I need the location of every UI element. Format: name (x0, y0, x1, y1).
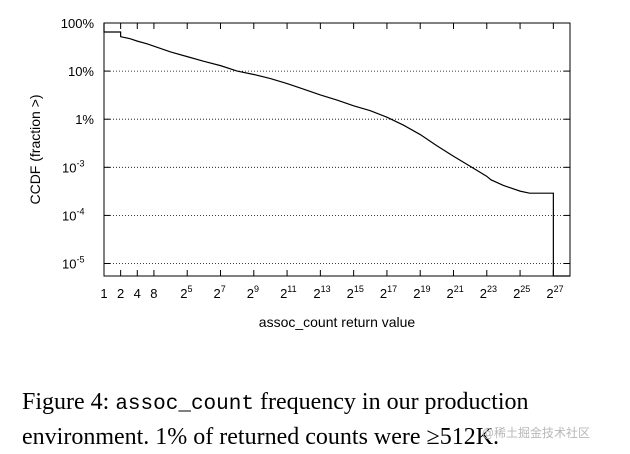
x-tick-base: 2 (180, 286, 187, 301)
ccdf-series-line (103, 23, 570, 277)
x-tick-label: 213 (313, 284, 330, 301)
x-tick-label: 25 (180, 284, 192, 301)
y-axis-label: CCDF (fraction >) (27, 94, 43, 204)
figure-caption: Figure 4: assoc_count frequency in our p… (22, 386, 622, 453)
x-tick-exponent: 27 (554, 284, 564, 294)
x-tick-base: 2 (380, 286, 387, 301)
plot-frame (103, 22, 571, 277)
x-tick-label: 217 (380, 284, 397, 301)
x-tick-base: 2 (117, 286, 124, 301)
x-tick-exponent: 9 (254, 284, 259, 294)
x-tick-label: 223 (480, 284, 497, 301)
x-tick-base: 2 (413, 286, 420, 301)
watermark: @稀土掘金技术社区 (482, 426, 591, 440)
y-tick-exponent: -4 (76, 206, 84, 216)
y-tick-base: 10 (62, 208, 76, 223)
x-tick-exponent: 19 (420, 284, 430, 294)
x-tick-label: 2 (117, 286, 124, 301)
x-tick-exponent: 7 (221, 284, 226, 294)
x-tick-label: 221 (447, 284, 464, 301)
caption-prefix: Figure 4: (22, 389, 116, 415)
x-tick-exponent: 15 (354, 284, 364, 294)
x-tick-base: 2 (513, 286, 520, 301)
x-tick-exponent: 13 (321, 284, 331, 294)
caption-suffix: frequency in our production environment.… (22, 389, 529, 450)
x-tick-label: 211 (280, 284, 297, 301)
y-tick-label: 1% (75, 112, 94, 127)
x-tick-base: 2 (280, 286, 287, 301)
x-tick-label: 219 (413, 284, 430, 301)
x-tick-base: 2 (313, 286, 320, 301)
ccdf-chart: 100%10%1%10-310-410-51 2 4 8 25 27 29 211 213 215… (27, 16, 571, 330)
x-tick-base: 1 (100, 286, 107, 301)
y-tick-base: 10 (62, 160, 76, 175)
x-tick-label: 27 (214, 284, 226, 301)
x-tick-base: 2 (214, 286, 221, 301)
x-tick-base: 2 (347, 286, 354, 301)
y-tick-label: 10-5 (62, 255, 84, 272)
y-tick-label: 10-4 (62, 206, 84, 223)
y-tick-label: 10-3 (62, 158, 84, 175)
x-tick-label: 29 (247, 284, 259, 301)
x-tick-base: 2 (447, 286, 454, 301)
x-tick-base: 2 (247, 286, 254, 301)
x-tick-exponent: 5 (187, 284, 192, 294)
caption-code: assoc_count (115, 393, 254, 416)
y-tick-exponent: -3 (76, 158, 84, 168)
x-tick-base: 2 (480, 286, 487, 301)
x-tick-label: 8 (150, 286, 157, 301)
x-tick-exponent: 23 (487, 284, 497, 294)
x-tick-label: 227 (546, 284, 563, 301)
x-tick-label: 225 (513, 284, 530, 301)
y-tick-label: 10% (68, 64, 94, 79)
x-tick-exponent: 21 (454, 284, 464, 294)
x-tick-exponent: 11 (287, 284, 296, 294)
x-tick-label: 215 (347, 284, 364, 301)
y-tick-label: 100% (61, 16, 95, 31)
y-tick-exponent: -5 (76, 255, 84, 265)
y-tick-base: 10 (62, 257, 76, 272)
x-axis-label: assoc_count return value (259, 314, 416, 330)
x-tick-exponent: 25 (520, 284, 530, 294)
x-tick-label: 4 (134, 286, 141, 301)
x-tick-base: 4 (134, 286, 141, 301)
x-tick-label: 1 (100, 286, 107, 301)
x-tick-exponent: 17 (387, 284, 397, 294)
x-tick-base: 2 (546, 286, 553, 301)
x-tick-base: 8 (150, 286, 157, 301)
